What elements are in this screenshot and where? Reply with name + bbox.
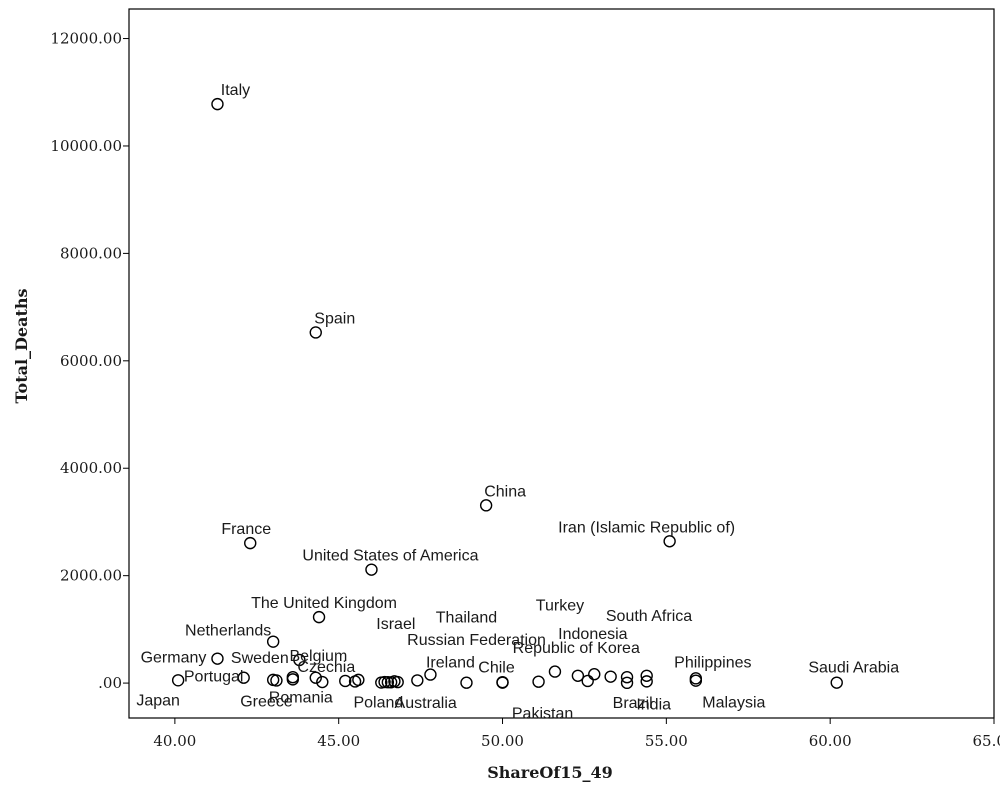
scatter-point [640,675,653,688]
point-label: Republic of Korea [513,640,640,657]
point-label: Ireland [426,655,475,672]
scatter-point [460,676,473,689]
point-label: Australia [395,695,457,712]
data-points [171,97,843,690]
scatter-point [211,652,224,665]
point-label: Israel [376,616,415,633]
scatter-point [830,676,843,689]
point-label: Poland [353,694,403,711]
point-label: Indonesia [558,626,627,643]
scatter-point [309,326,322,339]
point-label: Italy [221,82,250,99]
scatter-point [381,676,395,689]
y-tick-label: 6000.00 [60,352,122,370]
scatter-point [604,670,617,683]
scatter-point [266,673,280,687]
point-label: Romania [269,689,333,706]
point-label: Chile [478,660,515,677]
point-label: Netherlands [185,623,271,640]
point-label: Spain [314,310,355,327]
scatter-point [620,676,634,690]
point-label: Brazil [613,695,653,712]
point-label: Turkey [536,598,584,615]
point-label: Iran (Islamic Republic of) [558,519,735,536]
scatter-point [237,671,250,684]
scatter-point [391,675,404,689]
scatter-point [411,674,424,687]
point-label: India [636,696,671,713]
point-label: Saudi Arabia [808,660,899,677]
point-label: Philippines [674,654,751,671]
point-label: Portugal [184,669,244,686]
scatter-point [689,674,703,687]
scatter-point [365,563,378,576]
scatter-point [309,671,322,684]
y-axis-title: Total_Deaths [12,288,31,403]
point-label: United States of America [302,548,478,565]
scatter-point [424,668,437,681]
x-tick-label: 40.00 [153,732,196,750]
y-tick-label: .00 [98,674,122,692]
point-labels: Italy Spain China Iran (Islamic Republic of… [136,82,899,723]
y-axis: .00 2000.00 4000.00 6000.00 8000.00 10000.00 1… [50,30,129,692]
scatter-point [352,673,365,687]
scatter-point [532,675,545,688]
x-tick-label: 55.00 [645,732,688,750]
scatter-point [266,635,280,648]
point-label: Germany [141,650,207,667]
scatter-point [378,675,391,689]
scatter-point [211,97,224,111]
point-label: South Africa [606,608,692,625]
scatter-point [171,674,185,687]
point-label: Thailand [436,610,497,627]
x-tick-label: 45.00 [317,732,360,750]
y-tick-label: 10000.00 [50,137,122,155]
y-tick-label: 4000.00 [60,459,122,477]
y-tick-label: 2000.00 [60,567,122,585]
x-tick-label: 60.00 [809,732,852,750]
scatter-point [571,669,585,682]
x-tick-label: 65.00 [973,732,1000,750]
scatter-point [620,670,634,684]
scatter-point [286,673,300,686]
scatter-point [339,674,352,688]
scatter-point [316,675,329,689]
scatter-point [312,610,326,624]
plot-frame [128,8,995,719]
scatter-point [496,676,509,689]
scatter-point [384,676,398,689]
scatter-point [244,536,257,550]
point-label: Pakistan [512,706,573,723]
point-label: Malaysia [702,695,765,712]
x-axis: 40.00 45.00 50.00 55.00 60.00 65.00 [153,718,1000,750]
point-label: Japan [136,692,180,709]
point-label: France [221,521,271,538]
point-label: Sweden [231,650,289,667]
point-label: Russian Federation [407,632,546,649]
scatter-point [479,499,493,512]
y-tick-label: 8000.00 [60,244,122,262]
point-label: The United Kingdom [251,595,397,612]
scatter-point [663,535,676,548]
x-axis-title: ShareOf15_49 [487,763,613,782]
scatter-point [640,669,653,682]
point-label: Czechia [297,659,355,676]
scatter-point [588,668,601,681]
x-tick-label: 50.00 [481,732,524,750]
y-tick-label: 12000.00 [50,30,122,48]
scatter-point [581,674,594,688]
point-label: Greece [240,693,293,710]
scatter-point [293,653,306,667]
point-label: Belgium [289,648,347,665]
scatter-point [548,665,562,678]
point-label: China [484,483,526,500]
